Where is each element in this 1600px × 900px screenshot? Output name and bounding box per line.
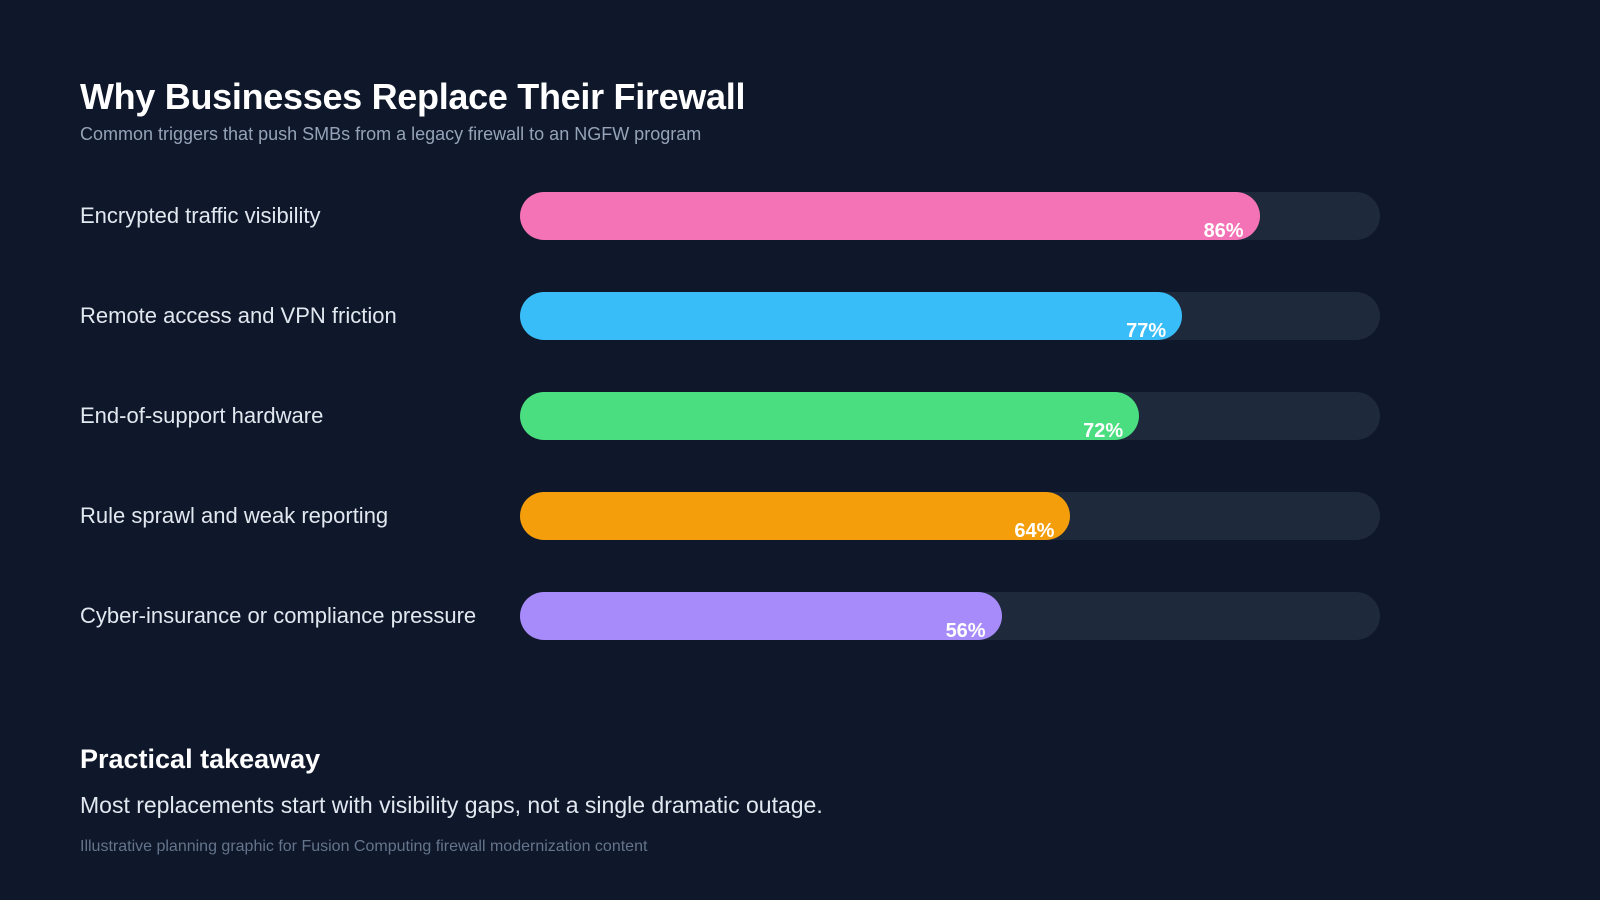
bar: 56% — [520, 592, 1002, 642]
category-label: Remote access and VPN friction — [80, 303, 397, 328]
value-label: 86% — [1203, 220, 1244, 242]
bar-track: 86% — [520, 192, 1380, 242]
value-label: 72% — [1083, 420, 1124, 442]
category-label: Rule sprawl and weak reporting — [80, 503, 389, 528]
bar-track: 72% — [520, 392, 1380, 442]
bar: 86% — [520, 192, 1260, 242]
value-label: 56% — [945, 620, 986, 642]
value-label: 64% — [1014, 520, 1055, 542]
bar-row: Cyber-insurance or compliance pressure 56… — [0, 592, 1600, 642]
category-label: End-of-support hardware — [80, 403, 324, 428]
takeaway-heading: Practical takeaway — [80, 744, 321, 774]
bar: 64% — [520, 492, 1071, 542]
bar-row: End-of-support hardware 72% — [0, 392, 1600, 442]
bar-row: Rule sprawl and weak reporting 64% — [0, 492, 1600, 542]
bar: 72% — [520, 392, 1140, 442]
bar-row: Encrypted traffic visibility 86% — [0, 192, 1600, 242]
bar-row: Remote access and VPN friction 77% — [0, 292, 1600, 342]
bar-track: 77% — [520, 292, 1380, 342]
value-label: 77% — [1126, 320, 1167, 342]
chart-subtitle: Common triggers that push SMBs from a le… — [80, 124, 702, 144]
takeaway-body: Most replacements start with visibility … — [80, 792, 823, 818]
bar: 77% — [520, 292, 1183, 342]
chart-title: Why Businesses Replace Their Firewall — [80, 76, 746, 117]
category-label: Cyber-insurance or compliance pressure — [80, 603, 477, 628]
bar-track: 56% — [520, 592, 1380, 642]
bar-track: 64% — [520, 492, 1380, 542]
footnote: Illustrative planning graphic for Fusion… — [80, 838, 648, 855]
category-label: Encrypted traffic visibility — [80, 203, 321, 228]
